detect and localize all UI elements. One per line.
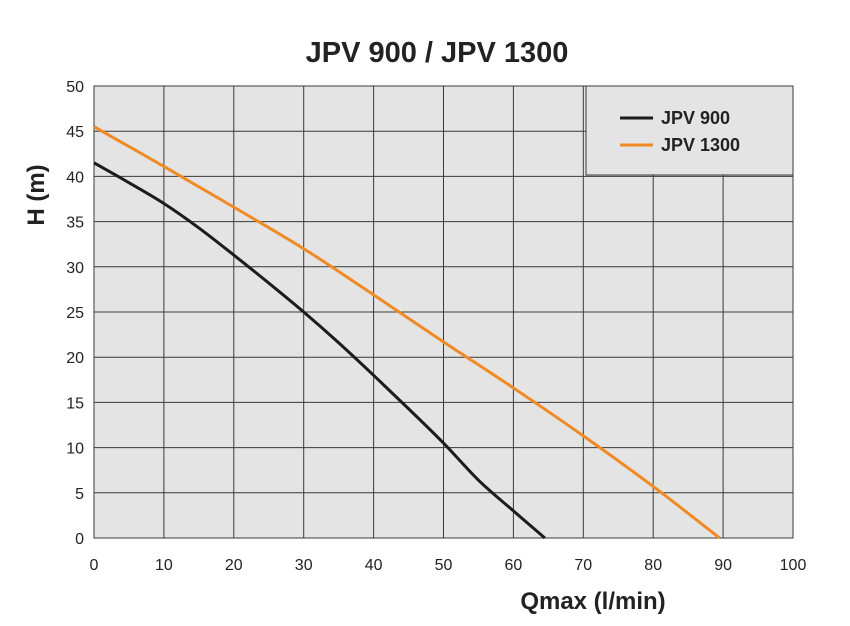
legend: JPV 900 JPV 1300 — [620, 108, 740, 155]
legend-box — [585, 85, 794, 176]
x-tick-label: 20 — [225, 557, 243, 574]
y-axis-ticks: 0 5 10 15 20 25 30 35 40 45 50 — [66, 79, 84, 548]
x-tick-label: 30 — [295, 557, 313, 574]
y-axis-title: H (m) — [23, 164, 50, 225]
x-tick-label: 100 — [780, 557, 807, 574]
plot-border — [93, 85, 794, 539]
series-line-jpv-1300 — [93, 125, 721, 540]
x-axis-ticks: 0 10 20 30 40 50 60 70 80 90 100 — [90, 557, 807, 574]
y-tick-label: 50 — [66, 79, 84, 96]
series-line-jpv-900 — [93, 161, 546, 540]
legend-label-jpv-1300: JPV 1300 — [661, 135, 740, 155]
series-layer — [93, 125, 721, 540]
x-tick-label: 60 — [505, 557, 523, 574]
y-tick-label: 0 — [75, 531, 84, 548]
x-tick-label: 10 — [155, 557, 173, 574]
y-tick-label: 35 — [66, 215, 84, 232]
y-tick-label: 40 — [66, 169, 84, 186]
y-tick-label: 5 — [75, 486, 84, 503]
x-tick-label: 40 — [365, 557, 383, 574]
y-tick-label: 45 — [66, 124, 84, 141]
x-tick-label: 80 — [644, 557, 662, 574]
legend-label-jpv-900: JPV 900 — [661, 108, 730, 128]
y-tick-label: 10 — [66, 441, 84, 458]
y-tick-label: 20 — [66, 350, 84, 367]
x-tick-label: 90 — [714, 557, 732, 574]
x-tick-label: 50 — [435, 557, 453, 574]
y-tick-label: 25 — [66, 305, 84, 322]
y-tick-label: 30 — [66, 260, 84, 277]
chart-title: JPV 900 / JPV 1300 — [306, 37, 569, 69]
x-tick-label: 0 — [90, 557, 99, 574]
y-tick-label: 15 — [66, 395, 84, 412]
x-axis-title: Qmax (l/min) — [520, 588, 665, 615]
x-tick-label: 70 — [574, 557, 592, 574]
